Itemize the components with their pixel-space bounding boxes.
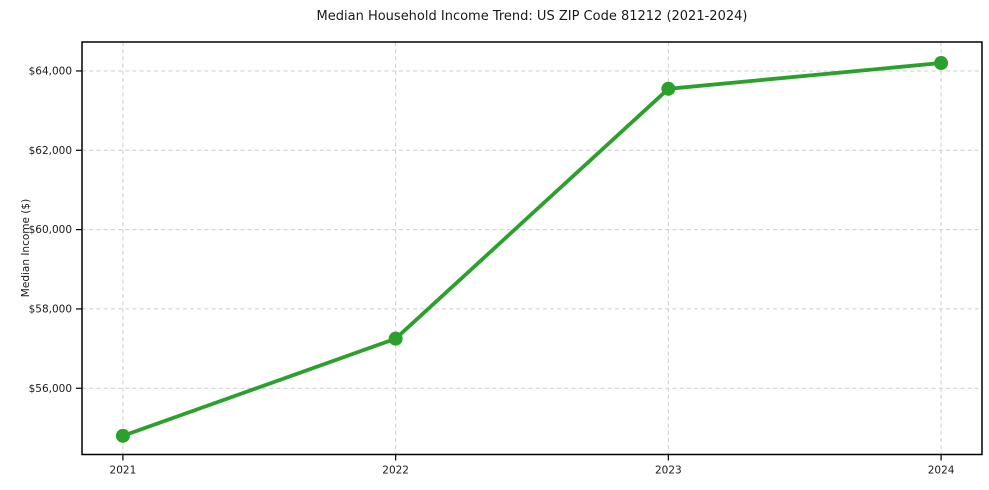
x-tick-label: 2021 <box>110 465 137 477</box>
data-point-marker <box>388 331 403 346</box>
x-tick-label: 2023 <box>655 465 682 477</box>
y-tick-label: $56,000 <box>29 383 72 395</box>
y-tick-label: $64,000 <box>29 65 72 77</box>
y-tick-label: $58,000 <box>29 303 72 315</box>
plot-border <box>81 41 983 456</box>
x-tick-label: 2022 <box>382 465 409 477</box>
trend-line <box>121 61 943 438</box>
x-tick-label: 2024 <box>928 465 955 477</box>
data-point-marker <box>115 428 130 443</box>
data-point-marker <box>934 56 949 71</box>
data-point-marker <box>661 81 676 96</box>
y-tick-label: $60,000 <box>29 224 72 236</box>
y-tick-label: $62,000 <box>29 145 72 157</box>
chart-title: Median Household Income Trend: US ZIP Co… <box>316 9 748 24</box>
